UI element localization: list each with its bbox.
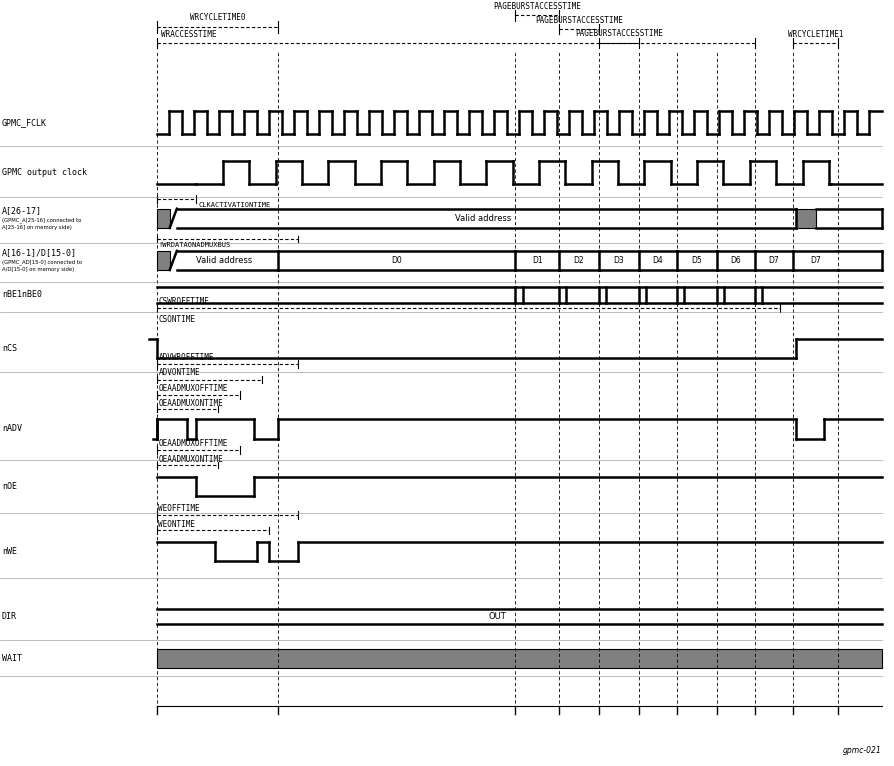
Text: (GPMC_A[25-16] connected to: (GPMC_A[25-16] connected to xyxy=(2,217,81,223)
Text: D7: D7 xyxy=(768,256,779,265)
Text: (GPMC_AD[15-0] connected to: (GPMC_AD[15-0] connected to xyxy=(2,259,81,265)
Text: PAGEBURSTACCESSTIME: PAGEBURSTACCESSTIME xyxy=(535,15,622,25)
Text: nOE: nOE xyxy=(2,482,17,491)
Text: CSONTIME: CSONTIME xyxy=(158,315,195,323)
Text: nBE1nBE0: nBE1nBE0 xyxy=(2,290,42,300)
Text: ADVWROFFTIME: ADVWROFFTIME xyxy=(158,353,214,362)
Text: CLKACTIVATIONTIME: CLKACTIVATIONTIME xyxy=(198,202,270,208)
Text: D7: D7 xyxy=(809,256,820,265)
Text: A/D[15-0] on memory side): A/D[15-0] on memory side) xyxy=(2,267,74,272)
Text: CSWROFFTIME: CSWROFFTIME xyxy=(158,297,209,306)
Bar xyxy=(795,208,815,228)
Text: ADVONTIME: ADVONTIME xyxy=(158,368,200,377)
Text: OUT: OUT xyxy=(488,612,506,621)
Text: Valid address: Valid address xyxy=(196,256,252,265)
Text: WRCYCLETIME0: WRCYCLETIME0 xyxy=(190,13,245,22)
Text: WAIT: WAIT xyxy=(2,654,21,663)
Bar xyxy=(156,250,170,270)
Bar xyxy=(156,650,881,668)
Text: PAGEBURSTACCESSTIME: PAGEBURSTACCESSTIME xyxy=(493,2,580,11)
Text: D3: D3 xyxy=(612,256,623,265)
Text: GPMC output clock: GPMC output clock xyxy=(2,168,87,177)
Text: nWE: nWE xyxy=(2,547,17,556)
Text: A[25-16] on memory side): A[25-16] on memory side) xyxy=(2,225,72,230)
Text: D1: D1 xyxy=(531,256,542,265)
Text: DIR: DIR xyxy=(2,612,17,621)
Text: D5: D5 xyxy=(691,256,702,265)
Text: OEAADMUXONTIME: OEAADMUXONTIME xyxy=(158,399,223,408)
Text: WEOFFTIME: WEOFFTIME xyxy=(158,504,200,513)
Text: gpmc-021: gpmc-021 xyxy=(842,745,881,755)
Text: nADV: nADV xyxy=(2,424,21,434)
Text: nCS: nCS xyxy=(2,344,17,353)
Text: WEONTIME: WEONTIME xyxy=(158,520,195,529)
Text: D2: D2 xyxy=(573,256,584,265)
Text: !WRDATAONADMUXBUS: !WRDATAONADMUXBUS xyxy=(158,242,231,247)
Bar xyxy=(156,208,170,228)
Text: WRCYCLETIME1: WRCYCLETIME1 xyxy=(787,30,842,39)
Text: WRACCESSTIME: WRACCESSTIME xyxy=(161,30,216,39)
Text: PAGEBURSTACCESSTIME: PAGEBURSTACCESSTIME xyxy=(574,29,662,38)
Text: A[26-17]: A[26-17] xyxy=(2,206,42,215)
Text: A[16-1]/D[15-0]: A[16-1]/D[15-0] xyxy=(2,248,77,257)
Text: D6: D6 xyxy=(730,256,740,265)
Text: OEAADMUXOFFTIME: OEAADMUXOFFTIME xyxy=(158,384,228,392)
Text: Valid address: Valid address xyxy=(454,214,510,223)
Text: D0: D0 xyxy=(392,256,402,265)
Text: D4: D4 xyxy=(652,256,662,265)
Text: OEAADMUXOFFTIME: OEAADMUXOFFTIME xyxy=(158,439,228,447)
Text: GPMC_FCLK: GPMC_FCLK xyxy=(2,118,46,127)
Text: OEAADMUXONTIME: OEAADMUXONTIME xyxy=(158,455,223,463)
